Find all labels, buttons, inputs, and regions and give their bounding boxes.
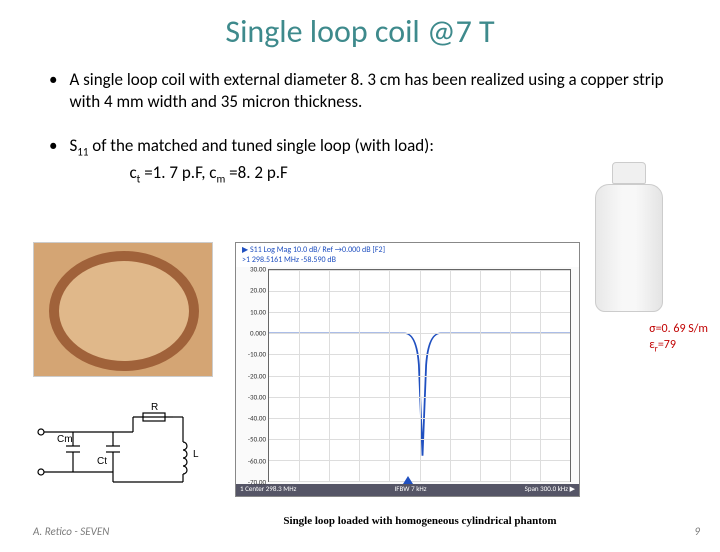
bullet-1-text: A single loop coil with external diamete… (69, 69, 675, 113)
graph-header-1: ▶ S11 Log Mag 10.0 dB/ Ref →0.000 dB [F2… (242, 245, 573, 255)
bullet-2-text: S11 of the matched and tuned single loop… (69, 135, 675, 186)
ytick-label: -60.00 (238, 456, 266, 465)
graph-header-2: >1 298.5161 MHz -58.590 dB (242, 255, 573, 265)
gridline-v (329, 270, 330, 481)
graph-footer: 1 Center 298.3 MHz IFBW 7 kHz Span 300.0… (236, 484, 579, 496)
bottle-body (595, 184, 663, 312)
bottle-cap (612, 162, 646, 184)
graph-plot (268, 269, 571, 482)
gridline-v (389, 270, 390, 481)
ct-label: Ct (97, 456, 107, 467)
content-area: Cm Ct R L ▶ S11 Log Mag 10.0 dB/ Ref →0.… (0, 242, 720, 522)
r-label: R (151, 402, 158, 413)
ytick-label: 10.00 (238, 307, 266, 316)
l-label: L (193, 449, 199, 460)
footer-page-number: 9 (694, 525, 700, 538)
ytick-label: -40.00 (238, 414, 266, 423)
gridline-v (299, 270, 300, 481)
s11-graph: ▶ S11 Log Mag 10.0 dB/ Ref →0.000 dB [F2… (235, 242, 580, 497)
bullet-2-rest: of the matched and tuned single loop (wi… (88, 135, 433, 156)
phantom-bottle (593, 162, 665, 317)
sigma-line: σ=0. 69 S/m (649, 322, 708, 338)
s-subscript: 11 (77, 146, 88, 159)
eps-val: =79 (658, 338, 676, 352)
phantom-params: σ=0. 69 S/m εr=79 (649, 322, 708, 355)
epsilon-line: εr=79 (649, 338, 708, 355)
slide-title: Single loop coil @7 T (0, 12, 720, 51)
footer-author: A. Retico - SEVEN (33, 525, 109, 538)
gridline-h (269, 481, 570, 482)
bullet-marker: • (49, 69, 57, 113)
footer-right: Span 300.0 kHz ▶ (525, 484, 575, 496)
coil-photo (33, 242, 213, 377)
ytick-label: -10.00 (238, 350, 266, 359)
bullet-marker: • (49, 135, 57, 186)
cm-val: =8. 2 p.F (225, 162, 288, 183)
bullet-2: • S11 of the matched and tuned single lo… (45, 135, 675, 186)
bullet-1: • A single loop coil with external diame… (45, 69, 675, 113)
coil-ring (49, 251, 199, 371)
circuit-schematic: Cm Ct R L (33, 402, 213, 497)
ytick-label: 30.00 (238, 265, 266, 274)
gridline-v (540, 270, 541, 481)
cm-sub: m (217, 172, 226, 185)
ytick-label: -30.00 (238, 392, 266, 401)
marker-triangle (403, 476, 413, 484)
graph-caption: Single loop loaded with homogeneous cyli… (235, 515, 605, 527)
ct-val: =1. 7 p.F, c (140, 162, 216, 183)
ytick-label: -70.00 (238, 478, 266, 487)
graph-header: ▶ S11 Log Mag 10.0 dB/ Ref →0.000 dB [F2… (236, 243, 579, 267)
gridline-v (450, 270, 451, 481)
ytick-label: 0.000 (238, 328, 266, 337)
ytick-label: -50.00 (238, 435, 266, 444)
gridline-v (480, 270, 481, 481)
footer-center: IFBW 7 kHz (395, 484, 427, 496)
cm-label: Cm (57, 434, 73, 445)
ytick-label: 20.00 (238, 286, 266, 295)
gridline-v (510, 270, 511, 481)
gridline-v (359, 270, 360, 481)
ct-c: c (129, 162, 136, 183)
ytick-label: -20.00 (238, 371, 266, 380)
gridline-v (420, 270, 421, 481)
